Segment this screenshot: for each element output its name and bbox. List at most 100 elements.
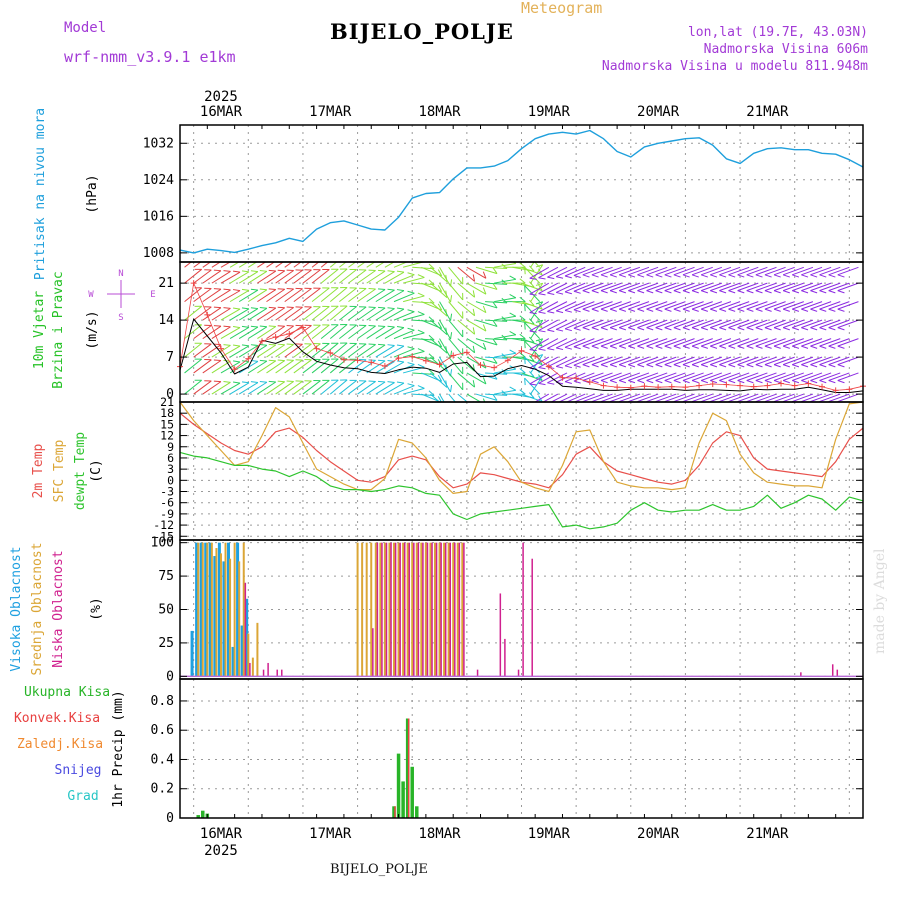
wind-barb (746, 266, 768, 276)
wind-barb-head (737, 345, 745, 349)
wind-barb (782, 319, 804, 329)
cloud-bar-0 (217, 542, 221, 677)
wind-barb (619, 266, 641, 276)
wind-gust-line (179, 282, 864, 391)
cloud-bar-1 (210, 542, 213, 677)
wind-barb (229, 262, 240, 268)
xtick-label-top: 18MAR (418, 104, 461, 120)
cloud-bar-1 (406, 542, 409, 677)
ytick-label: 3 (167, 462, 174, 476)
wind-barb-head (755, 345, 763, 349)
wind-barb-head (472, 380, 476, 388)
wind-barb (530, 282, 544, 302)
wind-barb-head (764, 364, 772, 368)
wind-barb-head (396, 360, 405, 363)
wind-barb-head (512, 262, 517, 264)
cloud-ylabel-mid: Srednja Oblacnost (30, 542, 45, 675)
wind-barb (494, 389, 516, 395)
wind-barb (801, 372, 823, 381)
wind-barb-head (259, 270, 267, 272)
wind-barb (609, 282, 631, 292)
wind-barb (202, 360, 222, 374)
cloud-bar-1 (388, 542, 391, 677)
wind-barb (837, 282, 859, 292)
wind-barb (384, 262, 396, 268)
wind-barb (257, 270, 277, 284)
wind-barb (311, 358, 330, 374)
wind-barb (600, 319, 622, 329)
precip-bar-1 (407, 718, 410, 818)
wind-barb-head (396, 307, 405, 310)
wind-barb-head (492, 320, 498, 327)
wind-barb-head (519, 333, 526, 339)
wind-barb-head (628, 364, 636, 368)
wind-barb-head (646, 308, 654, 312)
wind-barb (238, 326, 259, 340)
xtick-label-bottom: 18MAR (418, 826, 461, 842)
wind-barb (547, 301, 568, 312)
ytick-label: 0 (166, 811, 174, 826)
wind-barb (202, 325, 222, 340)
wind-barb (275, 270, 294, 284)
wind-barb (664, 319, 686, 329)
wind-barb-head (378, 269, 386, 272)
wind-barb-head (728, 308, 736, 312)
wind-barb (485, 356, 508, 359)
wind-barb (564, 282, 586, 293)
wind-barb (529, 338, 550, 351)
cloud-bar-0 (213, 556, 217, 677)
wind-barb (837, 356, 859, 366)
cloud-bar-2 (408, 542, 411, 677)
wind-barb (530, 338, 544, 358)
wind-barb (701, 282, 723, 292)
cloud-bar-2 (463, 542, 465, 677)
wind-barb-head (556, 403, 563, 405)
wind-barb (655, 372, 677, 381)
wind-barb (485, 301, 508, 304)
wind-barb (220, 308, 241, 321)
wind-barb-head (637, 327, 645, 331)
wind-barb (339, 358, 357, 374)
wind-barb (193, 262, 202, 268)
wind-barb (828, 266, 850, 276)
wind-barb-head (509, 312, 517, 317)
wind-barb (691, 319, 713, 329)
wind-barb (302, 306, 321, 321)
temp-line-1 (179, 401, 864, 494)
wind-barb-head (259, 325, 267, 328)
wind-barb (366, 262, 376, 268)
wind-barb (600, 356, 622, 366)
wind-barb (691, 338, 713, 347)
wind-barb-head (378, 255, 385, 256)
precip-legend-1: Konvek.Kisa (14, 711, 100, 726)
precip-bar-1 (394, 806, 396, 818)
wind-barb-head (509, 386, 517, 391)
wind-barb (637, 266, 659, 276)
wind-barb-head (782, 308, 790, 312)
ytick-label: 0.6 (151, 723, 174, 738)
wind-barb (828, 319, 850, 329)
wind-barb (764, 319, 786, 329)
wind-barb (801, 266, 823, 276)
wind-barb-head (801, 308, 809, 312)
wind-barb (810, 266, 832, 276)
wind-barb-head (792, 379, 800, 384)
wind-barb (628, 393, 650, 402)
wind-barb-head (619, 379, 627, 384)
model-name: wrf-nmm_v3.9.1 e1km (64, 48, 236, 66)
wind-barb (782, 301, 804, 310)
wind-barb (828, 393, 850, 402)
wind-barb (773, 338, 795, 347)
wind-barb-head (492, 357, 498, 364)
wind-barb-head (259, 307, 267, 309)
wind-barb (393, 385, 415, 395)
wind-barb-head (637, 345, 645, 349)
wind-barb-head (417, 348, 425, 352)
wind-barb-head (223, 270, 231, 272)
wind-barb (211, 289, 231, 303)
wind-barb-head (682, 345, 690, 349)
wind-barb-head (773, 290, 781, 294)
wind-barb (600, 338, 622, 347)
wind-barb-head (792, 274, 800, 278)
